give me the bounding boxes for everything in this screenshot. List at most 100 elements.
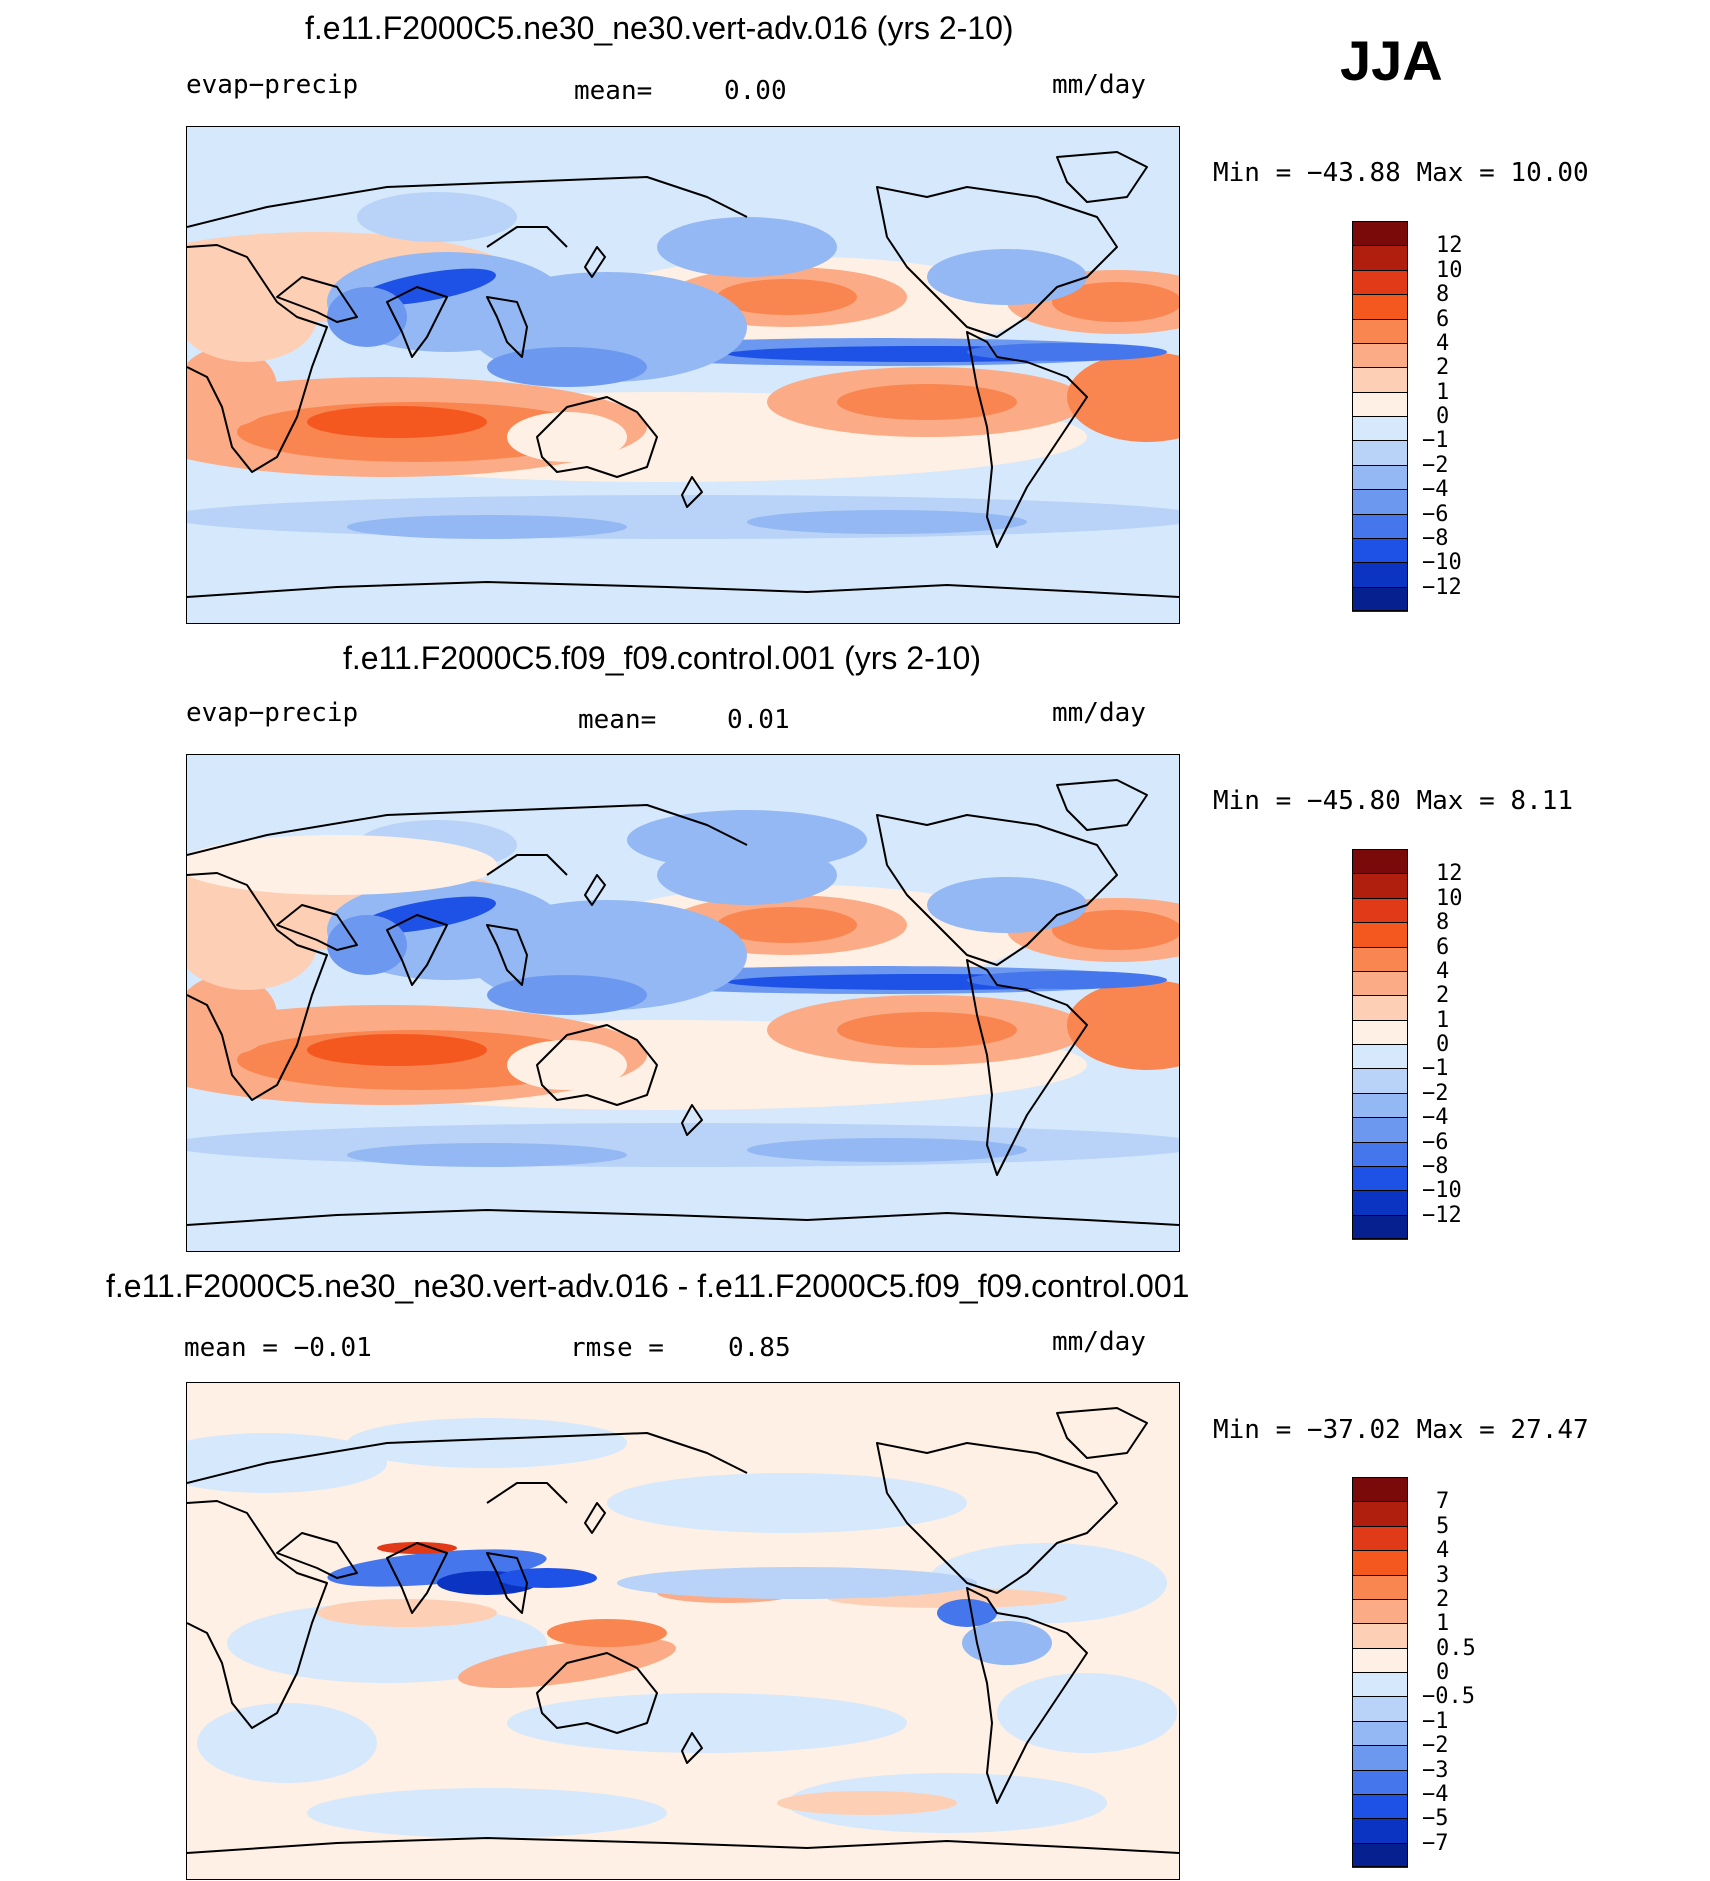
coastline <box>486 1552 528 1614</box>
coastline <box>486 226 568 248</box>
colorbar-swatch <box>1352 562 1408 588</box>
colorbar-tick-label: −3 <box>1422 1757 1449 1783</box>
colorbar-tick-label: 3 <box>1436 1562 1450 1588</box>
negative-band <box>617 1567 977 1599</box>
coastline <box>966 959 1088 1176</box>
north-pacific-high-core <box>717 907 857 943</box>
colorbar-swatch <box>1352 269 1408 296</box>
coastline <box>681 1732 703 1764</box>
colorbar-tick-label: −2 <box>1422 1080 1449 1106</box>
africa-sahel <box>187 900 317 990</box>
colorbar-swatch <box>1352 1092 1408 1119</box>
coastline <box>187 1432 748 1484</box>
panel1-mean-label: mean= <box>574 76 653 106</box>
colorbar-tick-label: 2 <box>1436 1586 1450 1612</box>
atlantic-itcz <box>967 343 1167 361</box>
panel3-rmse-value: 0.85 <box>728 1333 791 1363</box>
negative-patch <box>187 1433 387 1493</box>
coastline <box>966 1587 1088 1804</box>
coastline <box>876 814 1118 966</box>
colorbar-tick-label: 12 <box>1436 861 1463 887</box>
panel1-mean-value: 0.00 <box>724 76 787 106</box>
colorbar-swatch <box>1352 1647 1408 1673</box>
southern-storm-track-core <box>747 1138 1027 1162</box>
field-layer <box>187 127 1179 623</box>
negative-patch <box>307 1788 667 1838</box>
coastline <box>187 244 328 473</box>
panel1-title: f.e11.F2000C5.ne30_ne30.vert-adv.016 (yr… <box>305 10 1014 46</box>
colorbar-swatch <box>1352 1672 1408 1698</box>
coastline <box>681 476 703 508</box>
africa-sahel <box>187 272 317 362</box>
north-pacific-high-core <box>717 279 857 315</box>
panel1-colorbar: 12 10 8 6 4 2 1 0 −1 −2 −4 −6 −8 −10 −12 <box>1352 221 1463 612</box>
coastline <box>536 1652 658 1734</box>
colorbar-swatch <box>1352 367 1408 393</box>
colorbar-tick-label: −1 <box>1422 428 1449 454</box>
southern-storm-track <box>187 495 1179 539</box>
negative-core <box>327 1549 547 1587</box>
colorbar-swatch <box>1352 342 1408 369</box>
panel2-minmax: Min = −45.80 Max = 8.11 <box>1213 786 1574 816</box>
colorbar-swatch <box>1352 1696 1408 1722</box>
coastlines <box>187 151 1179 598</box>
coastline <box>276 276 358 323</box>
panel2-units: mm/day <box>1052 698 1146 728</box>
colorbar-swatch <box>1352 1190 1408 1216</box>
coastline <box>386 1542 448 1614</box>
colorbar-tick-label: 4 <box>1436 1538 1450 1564</box>
colorbar-swatch <box>1352 1501 1408 1527</box>
negative-patch <box>507 1693 907 1753</box>
positive-band <box>547 1619 667 1647</box>
colorbar-swatch <box>1352 922 1408 948</box>
colorbar-swatch <box>1352 873 1408 899</box>
panel2-variable-label: evap−precip <box>186 698 359 728</box>
coastline <box>681 1104 703 1136</box>
colorbar-tick-label: 4 <box>1436 958 1450 984</box>
colorbar-swatch <box>1352 1745 1408 1771</box>
colorbar-tick-label: −0.5 <box>1422 1684 1475 1710</box>
colorbar-swatch <box>1352 1214 1408 1240</box>
colorbar-swatch <box>1352 1044 1408 1070</box>
coastlines <box>187 779 1179 1226</box>
map-svg <box>187 755 1179 1251</box>
colorbar-tick-label: 1 <box>1436 1611 1450 1637</box>
panel3-map <box>186 1382 1180 1880</box>
coastline <box>187 1837 1179 1854</box>
colorbar-swatch <box>1352 1550 1408 1576</box>
colorbar-frame <box>1352 849 1408 1239</box>
colorbar-tick-label: 10 <box>1436 885 1463 911</box>
colorbar-frame <box>1352 1477 1408 1867</box>
colorbar-swatch <box>1352 586 1408 612</box>
season-label: JJA <box>1340 29 1443 92</box>
north-atlantic-high-core <box>1052 282 1179 322</box>
colorbar-swatch <box>1352 1769 1408 1795</box>
colorbar-tick-label: 8 <box>1436 282 1450 308</box>
north-america-east <box>927 249 1087 305</box>
colorbar-tick-label: −4 <box>1422 1781 1449 1807</box>
atlantic-itcz <box>967 971 1167 989</box>
colorbar-tick-label: 0 <box>1436 1660 1450 1685</box>
map-svg <box>187 1383 1179 1879</box>
coastline <box>187 1209 1179 1226</box>
panel3-units: mm/day <box>1052 1327 1146 1357</box>
colorbar-swatch <box>1352 464 1408 491</box>
panel1-map <box>186 126 1180 624</box>
coastline <box>584 1502 606 1534</box>
colorbar-tick-label: 0.5 <box>1436 1635 1476 1661</box>
colorbar-swatch <box>1352 1720 1408 1747</box>
colorbar-swatch <box>1352 489 1408 515</box>
north-america-east <box>927 877 1087 933</box>
colorbar-swatch <box>1352 416 1408 442</box>
southern-storm-track-core <box>347 515 627 539</box>
coastline <box>187 1500 328 1729</box>
colorbar-swatch <box>1352 1019 1408 1045</box>
colorbar-tick-label: 10 <box>1436 257 1463 283</box>
colorbar-tick-label: −4 <box>1422 1105 1449 1131</box>
panel1-minmax: Min = −43.88 Max = 10.00 <box>1213 158 1589 188</box>
colorbar-swatch <box>1352 1793 1408 1820</box>
south-pacific-high-core <box>837 384 1017 420</box>
colorbar-swatch <box>1352 245 1408 271</box>
colorbar-tick-label: 6 <box>1436 934 1450 960</box>
australia <box>507 412 627 462</box>
